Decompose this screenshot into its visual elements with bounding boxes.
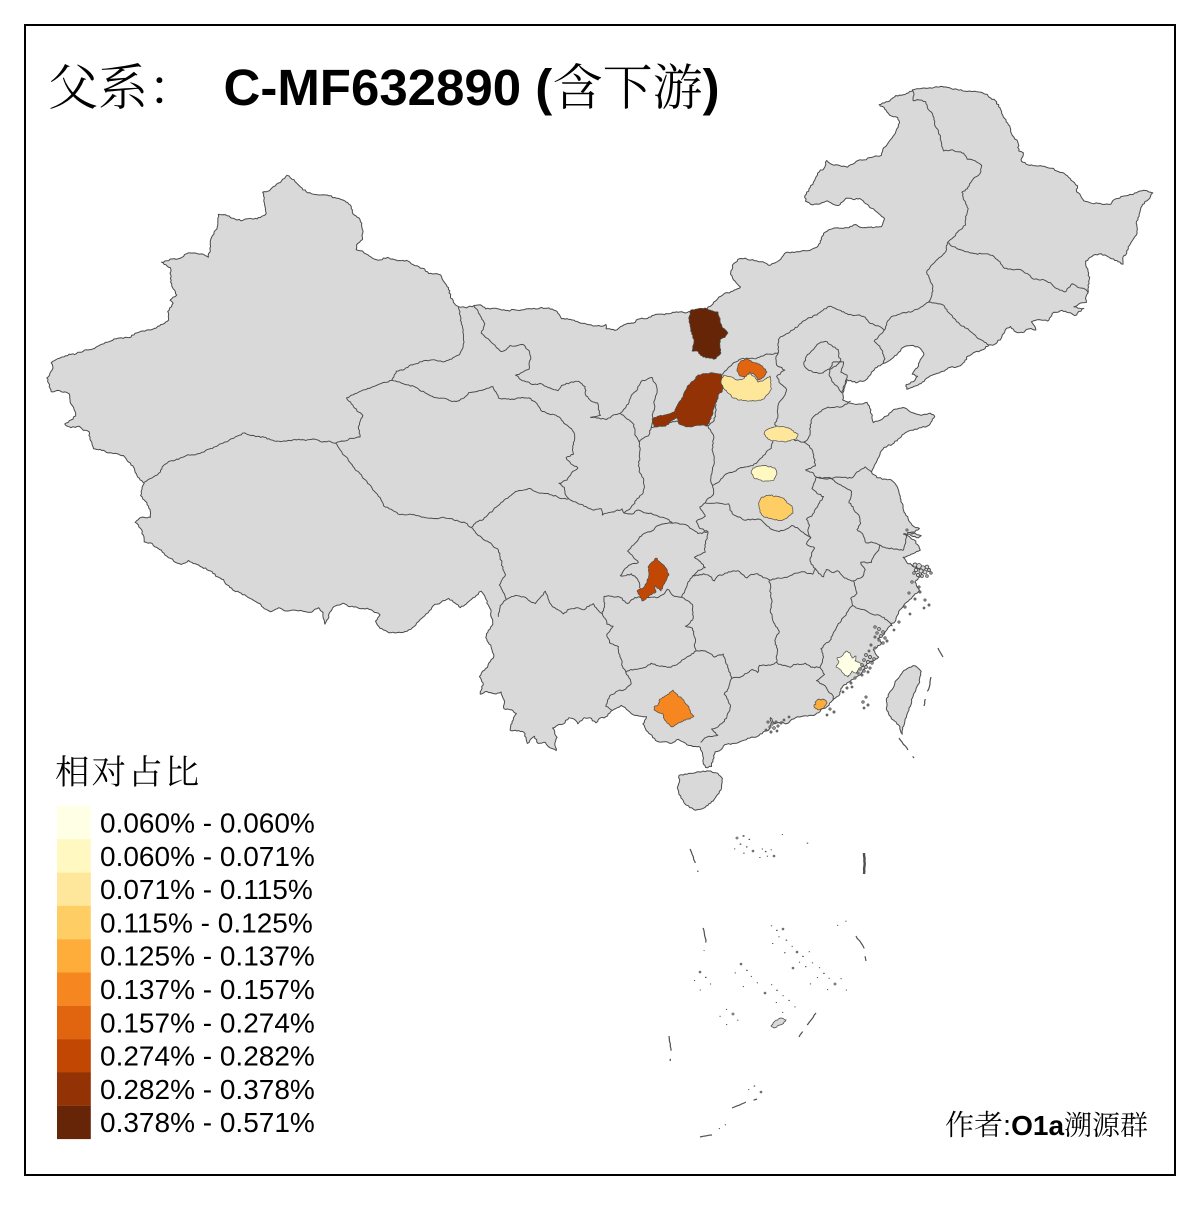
svg-text:0.071% - 0.115%: 0.071% - 0.115%: [100, 874, 313, 905]
svg-text:0.274% - 0.282%: 0.274% - 0.282%: [100, 1041, 315, 1072]
svg-text:0.060% - 0.071%: 0.060% - 0.071%: [100, 841, 315, 872]
svg-text:0.115% - 0.125%: 0.115% - 0.125%: [100, 907, 313, 938]
svg-text:0.157% - 0.274%: 0.157% - 0.274%: [100, 1007, 315, 1038]
svg-text:O1a: O1a: [1011, 1110, 1064, 1141]
svg-text:0.378% - 0.571%: 0.378% - 0.571%: [100, 1107, 315, 1138]
svg-text:0.137% - 0.157%: 0.137% - 0.157%: [100, 974, 315, 1005]
svg-text:C-MF632890 (: C-MF632890 (: [224, 59, 553, 116]
svg-text:0.282% - 0.378%: 0.282% - 0.378%: [100, 1074, 315, 1105]
svg-text:0.060% - 0.060%: 0.060% - 0.060%: [100, 808, 315, 839]
svg-text:): ): [703, 59, 720, 116]
svg-text::: :: [1003, 1110, 1011, 1142]
svg-text:0.125% - 0.137%: 0.125% - 0.137%: [100, 941, 315, 972]
